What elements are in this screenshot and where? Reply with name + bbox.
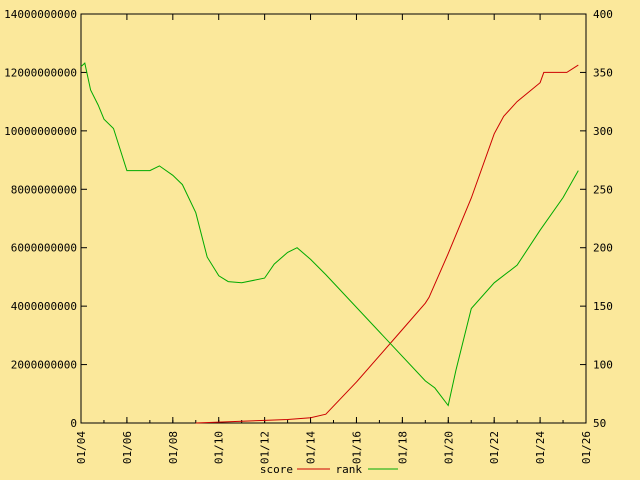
x-tick-label: 01/26 — [580, 431, 593, 464]
x-tick-label: 01/22 — [488, 431, 501, 464]
x-tick-label: 01/14 — [305, 431, 318, 464]
y-left-tick-label: 8000000000 — [11, 183, 77, 196]
y-right-tick-label: 100 — [593, 359, 613, 372]
x-tick-label: 01/16 — [350, 431, 363, 464]
y-right-tick-label: 350 — [593, 66, 613, 79]
y-left-tick-label: 14000000000 — [4, 8, 77, 21]
legend-label-rank: rank — [336, 463, 363, 476]
y-right-tick-label: 150 — [593, 300, 613, 313]
x-tick-label: 01/18 — [396, 431, 409, 464]
x-tick-label: 01/10 — [213, 431, 226, 464]
x-tick-label: 01/08 — [167, 431, 180, 464]
y-left-tick-label: 10000000000 — [4, 125, 77, 138]
series-rank-line — [80, 62, 579, 407]
x-tick-label: 01/12 — [259, 431, 272, 464]
series-score-line — [195, 64, 579, 424]
y-right-tick-label: 200 — [593, 242, 613, 255]
y-left-tick-label: 0 — [70, 417, 77, 430]
y-right-tick-label: 250 — [593, 183, 613, 196]
x-tick-label: 01/24 — [534, 431, 547, 464]
plot-frame — [80, 13, 587, 424]
y-left-tick-label: 4000000000 — [11, 300, 77, 313]
y-right-tick-label: 400 — [593, 8, 613, 21]
y-left-tick-label: 2000000000 — [11, 359, 77, 372]
y-left-tick-label: 6000000000 — [11, 242, 77, 255]
x-tick-label: 01/04 — [75, 431, 88, 464]
x-tick-label: 01/06 — [121, 431, 134, 464]
x-tick-label: 01/20 — [442, 431, 455, 464]
y-right-tick-label: 300 — [593, 125, 613, 138]
legend-label-score: score — [260, 463, 293, 476]
y-right-tick-label: 50 — [593, 417, 606, 430]
y-left-tick-label: 12000000000 — [4, 66, 77, 79]
